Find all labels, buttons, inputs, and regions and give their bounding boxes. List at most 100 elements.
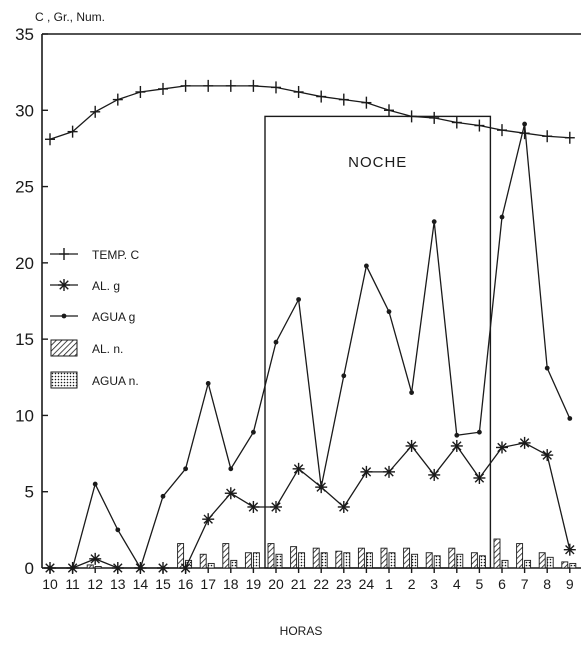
agua-n-bar: [231, 560, 237, 568]
al-g-marker: [89, 553, 101, 565]
agua-g-marker: [319, 485, 324, 490]
x-tick-label: 24: [359, 576, 375, 592]
agua-g-marker: [364, 264, 369, 269]
agua-g-marker: [161, 494, 166, 499]
al-g-marker: [451, 440, 463, 452]
x-tick-label: 18: [223, 576, 239, 592]
y-tick-label: 15: [15, 330, 34, 349]
legend: TEMP. CAL. gAGUA gAL. n.AGUA n.: [50, 248, 139, 388]
x-tick-label: 16: [178, 576, 194, 592]
agua-g-marker: [296, 297, 301, 302]
al-n-bar: [404, 548, 410, 568]
al-n-bar: [200, 554, 206, 568]
agua-g-marker: [138, 566, 143, 571]
temp-c-marker: [203, 80, 213, 92]
al-g-marker: [428, 469, 440, 481]
y-tick-label: 20: [15, 254, 34, 273]
al-n-bar: [517, 544, 523, 568]
night-period-label: NOCHE: [348, 154, 407, 171]
agua-n-bar: [299, 553, 305, 568]
al-g-marker: [112, 562, 124, 574]
al-g-marker: [293, 463, 305, 475]
agua-n-bar: [434, 556, 440, 568]
y-tick-label: 30: [15, 101, 34, 120]
night-period-box: [265, 116, 490, 568]
agua-g-marker: [387, 309, 392, 314]
agua-n-bar: [208, 563, 214, 568]
x-tick-label: 21: [291, 576, 307, 592]
agua-n-bar: [389, 553, 395, 568]
temp-c-marker: [497, 124, 507, 136]
agua-n-bar: [479, 556, 485, 568]
agua-g-line: [50, 124, 570, 568]
x-tick-label: 13: [110, 576, 126, 592]
al-n-bar: [426, 553, 432, 568]
al-n-bar: [562, 562, 568, 568]
legend-agua-g-icon: [62, 314, 67, 319]
x-tick-label: 9: [566, 576, 574, 592]
x-tick-label: 14: [133, 576, 149, 592]
agua-g-marker: [432, 219, 437, 224]
temp-c-marker: [248, 80, 258, 92]
agua-n-bar: [344, 553, 350, 568]
agua-g-marker: [206, 381, 211, 386]
agua-g-marker: [228, 466, 233, 471]
agua-n-bar: [366, 553, 372, 568]
x-tick-label: 6: [498, 576, 506, 592]
temp-c-marker: [474, 120, 484, 132]
legend-label: AL. n.: [92, 342, 123, 356]
agua-g-marker: [115, 527, 120, 532]
temp-c-marker: [316, 91, 326, 103]
x-tick-label: 11: [65, 576, 80, 592]
al-n-bar: [471, 553, 477, 568]
al-g-marker: [270, 501, 282, 513]
temp-c-marker: [452, 116, 462, 128]
al-g-marker: [360, 466, 372, 478]
x-tick-label: 15: [155, 576, 171, 592]
al-n-bar: [381, 548, 387, 568]
temp-c-marker: [542, 130, 552, 142]
agua-n-bar: [502, 560, 508, 568]
temp-c-marker: [339, 94, 349, 106]
agua-n-bar: [253, 553, 259, 568]
temp-c-marker: [135, 86, 145, 98]
agua-n-bar: [95, 566, 101, 568]
lines-layer: [50, 86, 570, 568]
y-tick-label: 10: [15, 406, 34, 425]
al-n-bar: [313, 548, 319, 568]
x-tick-label: 17: [200, 576, 216, 592]
agua-g-marker: [183, 466, 188, 471]
temp-c-marker: [271, 81, 281, 93]
x-tick-label: 1: [385, 576, 393, 592]
y-tick-label: 25: [15, 178, 34, 197]
agua-g-marker: [93, 482, 98, 487]
legend-label: AGUA g: [92, 310, 135, 324]
temp-c-marker: [294, 86, 304, 98]
x-tick-label: 8: [543, 576, 551, 592]
al-g-marker: [496, 441, 508, 453]
agua-n-bar: [276, 554, 282, 568]
agua-g-marker: [274, 340, 279, 345]
x-tick-label: 5: [476, 576, 484, 592]
markers-layer: [44, 80, 576, 574]
agua-g-marker: [409, 390, 414, 395]
agua-g-marker: [477, 430, 482, 435]
agua-n-bar: [457, 554, 463, 568]
al-g-marker: [473, 472, 485, 484]
y-tick-label: 5: [25, 483, 34, 502]
legend-agua-n-swatch: [51, 372, 77, 388]
al-n-bar: [87, 565, 93, 568]
al-n-bar: [539, 553, 545, 568]
al-g-marker: [541, 449, 553, 461]
temp-c-line: [50, 86, 570, 139]
temp-c-marker: [158, 83, 168, 95]
x-axis-label: HORAS: [280, 624, 323, 638]
legend-label: AGUA n.: [92, 374, 139, 388]
y-unit-label: C , Gr., Num.: [35, 10, 105, 24]
x-tick-label: 20: [268, 576, 284, 592]
agua-g-marker: [251, 430, 256, 435]
x-tick-label: 3: [430, 576, 438, 592]
x-tick-label: 22: [313, 576, 329, 592]
al-g-marker: [338, 501, 350, 513]
al-n-bar: [449, 548, 455, 568]
